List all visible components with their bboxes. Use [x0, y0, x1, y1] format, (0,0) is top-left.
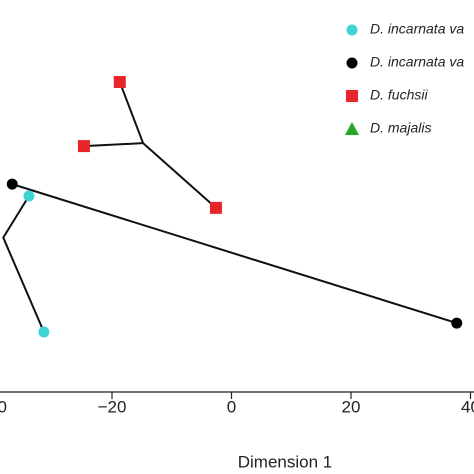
branch: [2, 195, 45, 333]
legend-marker: [346, 57, 358, 69]
x-axis-label: Dimension 1: [238, 452, 333, 471]
marker-square: [209, 201, 222, 214]
marker-square: [113, 75, 126, 88]
marker-square: [77, 140, 90, 153]
marker-circle: [6, 178, 18, 190]
x-tick-label: −20: [98, 397, 127, 416]
marker-circle: [23, 190, 35, 202]
marker-circle: [38, 326, 50, 338]
legend-label: D. incarnata va: [370, 54, 464, 70]
branch: [83, 142, 144, 148]
legend-marker: [346, 24, 358, 36]
branch: [11, 183, 458, 325]
legend-label: D. fuchsii: [370, 87, 428, 103]
legend-marker: [345, 122, 359, 135]
x-tick-label: −40: [0, 397, 7, 416]
marker-circle: [451, 317, 463, 329]
legend-marker: [346, 90, 358, 102]
branch: [118, 81, 217, 209]
legend-label: D. incarnata va: [370, 21, 464, 37]
legend-label: D. majalis: [370, 120, 431, 136]
x-tick-label: 40: [461, 397, 474, 416]
x-tick-label: 20: [342, 397, 361, 416]
x-tick-label: 0: [227, 397, 236, 416]
